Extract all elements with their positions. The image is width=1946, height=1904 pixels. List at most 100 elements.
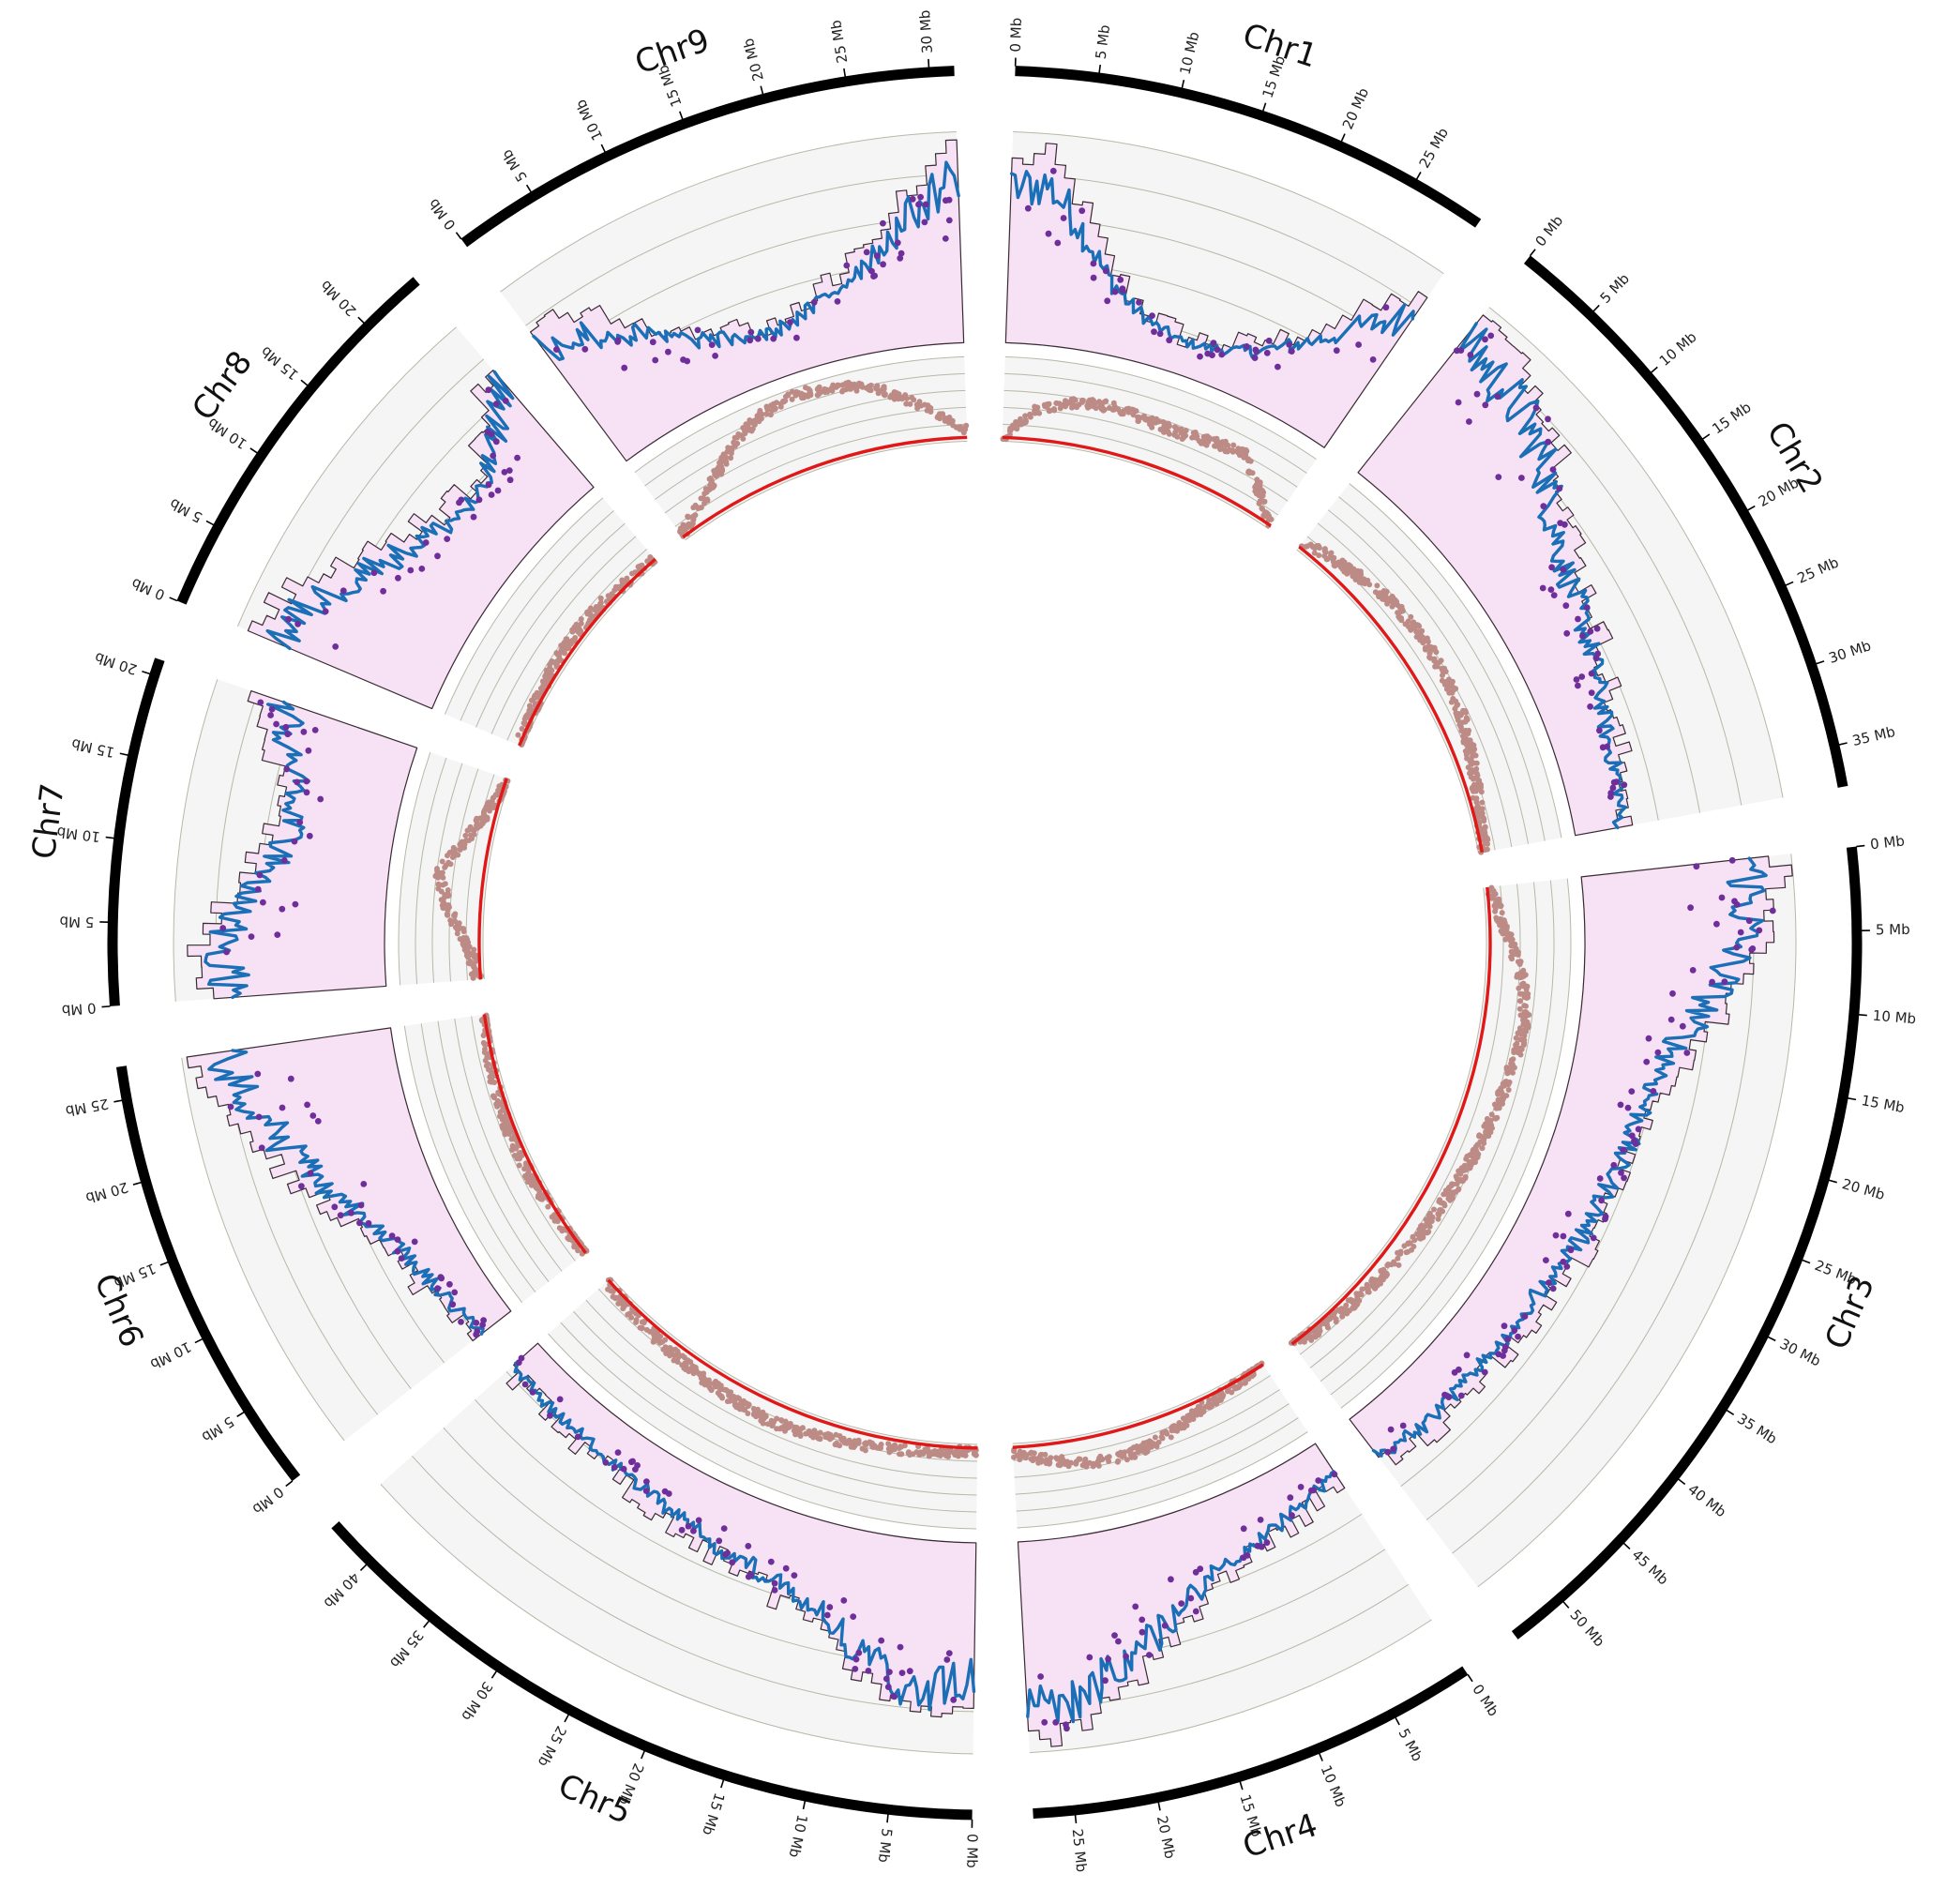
pink-point <box>1124 1457 1130 1463</box>
pink-point <box>1174 1428 1181 1434</box>
inner-gridline-chr4 <box>1016 1417 1299 1512</box>
purple-point <box>852 1655 860 1663</box>
pink-point <box>789 396 795 402</box>
purple-point <box>279 905 286 913</box>
pink-point <box>1371 1278 1378 1285</box>
tick-chr3 <box>1802 1259 1811 1264</box>
tick-chr4 <box>1074 1814 1078 1824</box>
purple-point <box>1613 778 1620 785</box>
pink-point <box>652 1336 657 1341</box>
purple-point <box>1168 1576 1174 1583</box>
tick-chr3 <box>1858 1014 1867 1017</box>
pink-point <box>1261 498 1268 505</box>
pink-point <box>877 387 883 394</box>
pink-point <box>891 1446 898 1453</box>
purple-point <box>1745 917 1753 925</box>
inner-gridline-chr2 <box>1296 549 1479 854</box>
purple-point <box>553 346 560 353</box>
purple-point <box>223 948 231 956</box>
purple-point <box>1709 978 1715 986</box>
purple-point <box>1573 676 1580 683</box>
pink-point <box>1431 646 1438 653</box>
purple-point <box>922 201 929 208</box>
density-histogram-chr3 <box>1349 855 1793 1466</box>
pink-point <box>862 1447 868 1454</box>
pink-point <box>891 389 898 395</box>
pink-point <box>662 1337 669 1343</box>
purple-point <box>456 499 462 506</box>
purple-point <box>470 513 477 521</box>
pink-point <box>1431 1206 1437 1213</box>
tick-label-chr9: 30 Mb <box>916 9 936 53</box>
pink-point <box>863 385 869 391</box>
purple-point <box>782 1564 790 1572</box>
purple-point <box>581 345 589 353</box>
purple-point <box>1679 1022 1686 1030</box>
inner-gridline-chr9 <box>655 389 966 500</box>
pink-point <box>1489 894 1496 900</box>
pink-point <box>502 1126 508 1133</box>
pink-point <box>1462 748 1469 754</box>
pink-point <box>1418 1231 1425 1237</box>
pink-point <box>920 1451 927 1457</box>
pink-point <box>505 1131 512 1137</box>
purple-point <box>411 1238 418 1246</box>
red-line-chr1 <box>1002 435 1272 527</box>
purple-point <box>1064 1725 1070 1732</box>
purple-point <box>322 608 329 615</box>
tick-chr2 <box>1702 433 1711 440</box>
pink-point <box>785 391 792 398</box>
tick-label-chr3: 40 Mb <box>1684 1481 1729 1521</box>
pink-point <box>515 732 521 738</box>
pink-point <box>1260 489 1265 495</box>
purple-point <box>458 1319 464 1325</box>
pink-point <box>539 1196 545 1202</box>
red-line-chr7 <box>477 778 508 980</box>
pink-point <box>960 428 967 434</box>
ideogram-chr5 <box>331 1521 973 1821</box>
pink-point <box>452 911 459 917</box>
tick-chr6 <box>285 1480 294 1488</box>
tick-chr4 <box>1318 1752 1323 1761</box>
inner-gridline-chr1 <box>1002 440 1269 530</box>
tick-chr5 <box>720 1779 725 1789</box>
purple-point <box>620 1465 627 1473</box>
pink-point <box>962 1452 969 1458</box>
outer-gridline-chr8 <box>236 326 457 627</box>
pink-point <box>445 859 452 866</box>
purple-point <box>868 267 875 275</box>
inner-gridline-chr1 <box>1004 355 1317 461</box>
pink-point <box>469 836 475 842</box>
pink-point <box>839 388 845 395</box>
purple-point <box>298 1183 305 1190</box>
tick-label-chr4: 0 Mb <box>1469 1682 1501 1720</box>
pink-point <box>575 1247 581 1254</box>
purple-point <box>747 337 754 344</box>
pink-point <box>702 1377 709 1383</box>
purple-point <box>840 1597 848 1604</box>
pink-point <box>446 850 453 855</box>
purple-point <box>771 1587 778 1594</box>
pink-point <box>1183 428 1189 433</box>
pink-point <box>1330 556 1336 563</box>
pink-point <box>1064 1458 1070 1465</box>
outer-gridline-chr4 <box>1029 1619 1432 1754</box>
purple-point <box>356 1219 363 1227</box>
pink-point <box>885 1445 892 1452</box>
tick-chr5 <box>423 1620 430 1628</box>
pink-point <box>777 400 784 407</box>
pink-point <box>680 521 686 528</box>
inner-gridline-chr5 <box>611 1277 978 1445</box>
tick-chr7 <box>101 1005 111 1008</box>
pink-point <box>720 451 727 458</box>
pink-point <box>1456 721 1463 728</box>
pink-point <box>1453 1188 1459 1195</box>
pink-point <box>556 1225 563 1232</box>
purple-point <box>747 328 755 336</box>
pink-point <box>1124 406 1130 412</box>
pink-point <box>511 1153 518 1158</box>
outer-track-bg-chr5 <box>380 1343 976 1754</box>
pink-point <box>1395 1262 1402 1268</box>
purple-point <box>1455 399 1462 406</box>
purple-point <box>745 1543 752 1549</box>
